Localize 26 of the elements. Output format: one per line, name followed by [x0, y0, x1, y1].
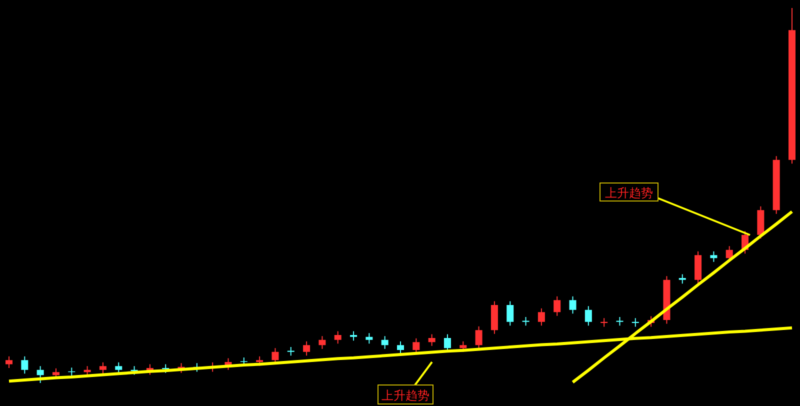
candlestick — [334, 330, 342, 344]
candlestick — [21, 356, 28, 374]
candlestick — [428, 334, 436, 346]
candlestick — [444, 334, 451, 352]
candlestick — [318, 336, 326, 350]
candlestick — [36, 366, 44, 384]
candlestick — [6, 356, 12, 368]
candlestick — [475, 326, 482, 350]
candlestick — [554, 296, 561, 316]
candlestick — [303, 340, 310, 356]
candlestick — [256, 356, 264, 366]
candlestick — [366, 332, 373, 344]
candlestick — [397, 340, 404, 354]
text: 上升趋势 — [382, 388, 430, 402]
candlestick — [678, 274, 686, 284]
annotation: 上升趋势 — [605, 186, 653, 200]
candlestick — [99, 362, 106, 374]
candlestick — [569, 296, 576, 314]
candlestick — [538, 308, 545, 326]
candlestick — [710, 250, 718, 262]
candlestick — [412, 338, 420, 354]
candlestick — [272, 348, 279, 364]
candlestick — [381, 336, 388, 350]
candlestick — [584, 306, 592, 326]
candlestick — [506, 300, 514, 326]
candlestick — [350, 330, 358, 342]
